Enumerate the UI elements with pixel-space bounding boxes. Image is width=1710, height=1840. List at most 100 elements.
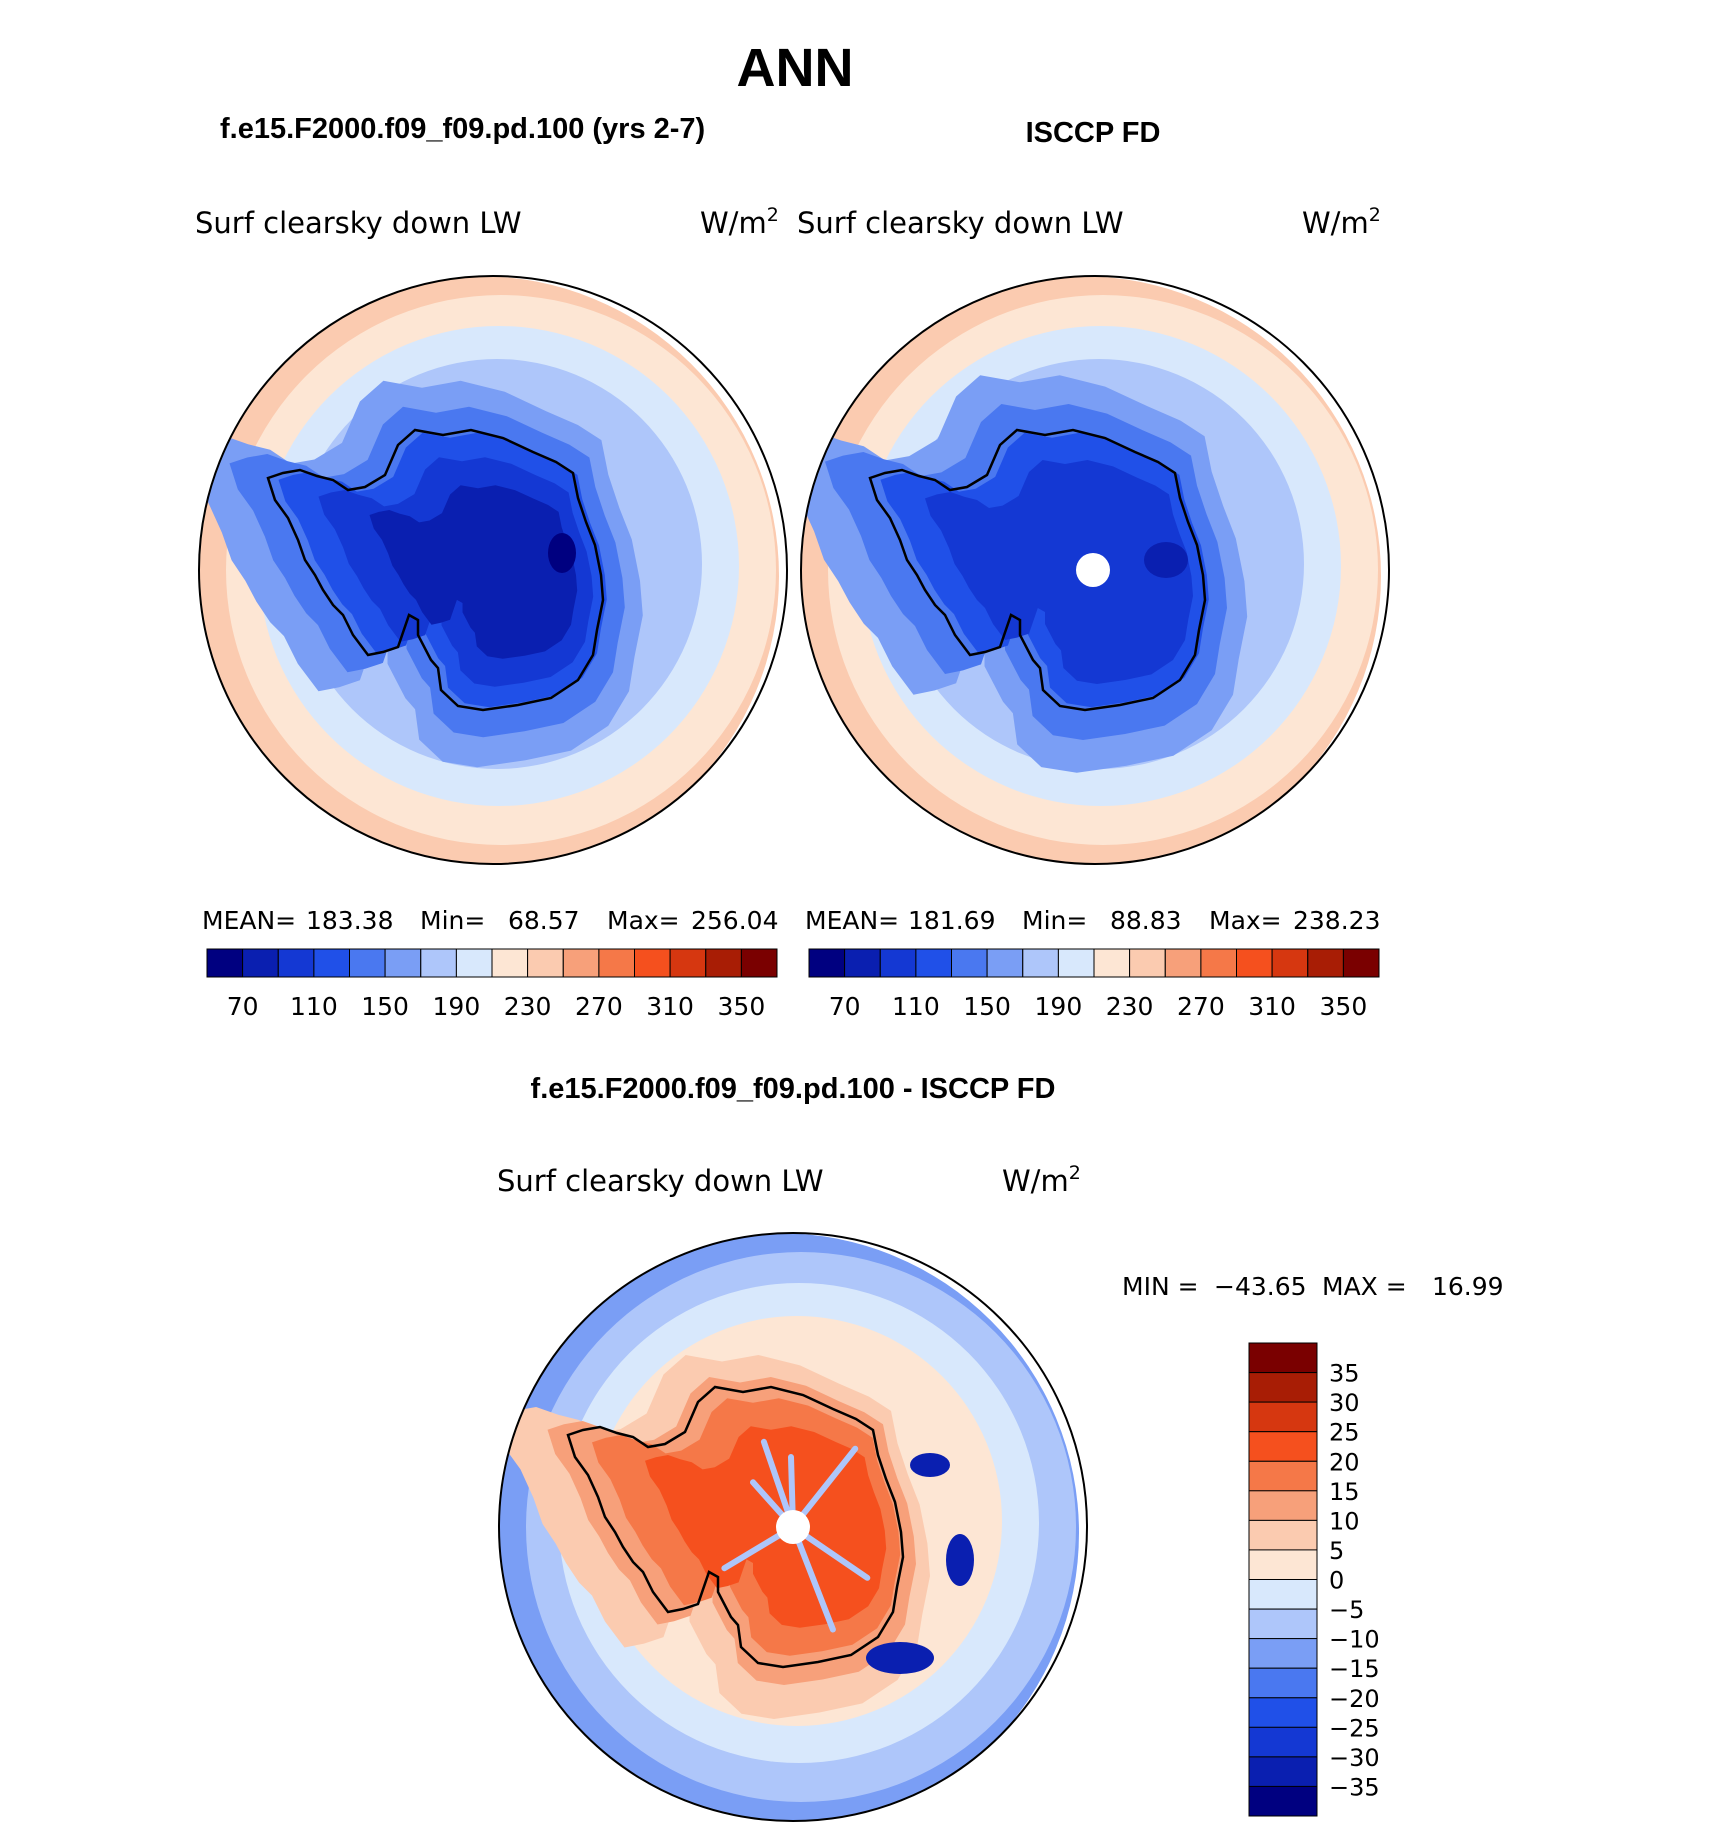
colorbar-tick-label: 0: [1329, 1567, 1344, 1595]
panel-b-max-value: 238.23: [1293, 906, 1380, 935]
panel-a-case-title: f.e15.F2000.f09_f09.pd.100 (yrs 2-7): [220, 113, 705, 145]
colorbar-tick-label: 310: [1248, 992, 1296, 1021]
colorbar-swatch: [1248, 1785, 1318, 1817]
colorbar-tick-label: −20: [1329, 1685, 1380, 1713]
colorbar-swatch: [527, 948, 564, 978]
colorbar-swatch: [1271, 948, 1309, 978]
figure-title: ANN: [737, 38, 854, 98]
colorbar-swatch: [844, 948, 881, 978]
colorbar-swatch: [879, 948, 917, 978]
colorbar-tick-label: 270: [575, 992, 623, 1021]
colorbar-tick-label: 150: [361, 992, 409, 1021]
panel-a-min-label: Min=: [420, 906, 485, 935]
colorbar-tick-label: 310: [646, 992, 694, 1021]
map-a-border: [198, 275, 788, 865]
contour-band: [866, 1642, 934, 1674]
colorbar-swatch: [242, 948, 279, 978]
colorbar-swatch: [1248, 1579, 1318, 1610]
contour-band: [369, 485, 578, 659]
colorbar-swatch: [740, 948, 778, 978]
colorbar-tick-label: 270: [1177, 992, 1225, 1021]
colorbar-swatch: [1093, 948, 1131, 978]
contour-band: [925, 460, 1193, 684]
panel-b-max-label: Max=: [1209, 906, 1282, 935]
panel-a-max-label: Max=: [607, 906, 680, 935]
colorbar-swatch: [491, 948, 529, 978]
colorbar-tick-label: 30: [1329, 1389, 1360, 1417]
colorbar-swatch: [277, 948, 315, 978]
colorbar-tick-label: 150: [963, 992, 1011, 1021]
contour-band: [946, 1534, 974, 1586]
colorbar-swatch: [206, 948, 244, 978]
antarctica-coastline-a: [266, 428, 605, 712]
colorbar-swatch: [1342, 948, 1380, 978]
colorbar-swatch: [1307, 948, 1344, 978]
map-panel-c: [498, 1232, 1088, 1822]
panel-c-max-label: MAX =: [1322, 1272, 1407, 1301]
colorbar-swatch: [634, 948, 671, 978]
map-b-border: [800, 275, 1390, 865]
colorbar-tick-label: 25: [1329, 1419, 1360, 1447]
pole-hole-c: [776, 1510, 810, 1544]
colorbar-swatch: [1248, 1431, 1318, 1462]
colorbar-tick-label: 350: [1320, 992, 1368, 1021]
colorbar-swatch: [562, 948, 600, 978]
pole-hole-b: [1076, 553, 1110, 587]
panel-b-mean-label: MEAN=: [805, 906, 899, 935]
colorbar-tick-label: −35: [1329, 1773, 1380, 1801]
colorbar-tick-label: 5: [1329, 1537, 1344, 1565]
panel-a-units: W/m2: [700, 204, 779, 240]
panel-c-case-title: f.e15.F2000.f09_f09.pd.100 - ISCCP FD: [531, 1073, 1056, 1105]
colorbar-tick-label: 35: [1329, 1360, 1360, 1388]
contour-band: [790, 1524, 836, 1633]
panel-b-units: W/m2: [1302, 204, 1381, 240]
colorbar-swatch: [1022, 948, 1059, 978]
panel-a-min-value: 68.57: [508, 906, 580, 935]
colorbar-tick-label: 350: [718, 992, 766, 1021]
colorbar-tick-label: 10: [1329, 1507, 1360, 1535]
panel-b-case-title: ISCCP FD: [1026, 117, 1161, 149]
colorbar-tick-label: −10: [1329, 1626, 1380, 1654]
colorbar-tick-label: 190: [1035, 992, 1083, 1021]
colorbar-swatch: [951, 948, 988, 978]
colorbar-tick-label: 230: [504, 992, 552, 1021]
panel-b-mean-value: 181.69: [908, 906, 995, 935]
colorbar-swatch: [1248, 1638, 1318, 1669]
colorbar-swatch: [1248, 1608, 1318, 1640]
colorbar-swatch: [1248, 1726, 1318, 1758]
map-panel-b: [800, 275, 1390, 865]
panel-c-max-value: 16.99: [1432, 1272, 1504, 1301]
colorbar-swatch: [1248, 1549, 1318, 1581]
colorbar-swatch: [1248, 1401, 1318, 1433]
panel-b-min-label: Min=: [1022, 906, 1087, 935]
colorbar-tick-label: −5: [1329, 1596, 1364, 1624]
panel-c-variable-label: Surf clearsky down LW: [497, 1164, 824, 1198]
colorbar-swatch: [705, 948, 742, 978]
colorbar-swatch: [1248, 1372, 1318, 1403]
panel-a-variable-label: Surf clearsky down LW: [195, 206, 522, 240]
panel-c-min-label: MIN =: [1122, 1272, 1199, 1301]
colorbar-swatch: [420, 948, 457, 978]
colorbar-tick-label: 110: [290, 992, 338, 1021]
colorbar-swatch: [1248, 1460, 1318, 1492]
colorbar-tick-label: −25: [1329, 1714, 1380, 1742]
colorbar-swatch: [384, 948, 422, 978]
colorbar-swatch: [1248, 1756, 1318, 1788]
panel-b-variable-label: Surf clearsky down LW: [797, 206, 1124, 240]
colorbar-tick-label: 15: [1329, 1478, 1360, 1506]
colorbar-swatch: [1248, 1697, 1318, 1728]
panel-c-min-value: −43.65: [1214, 1272, 1307, 1301]
colorbar-tick-label: 190: [433, 992, 481, 1021]
colorbar-tick-label: −15: [1329, 1655, 1380, 1683]
colorbar-tick-label: 20: [1329, 1448, 1360, 1476]
map-a-contours: [199, 276, 779, 864]
colorbar-a: 70 110 150 190 230 270 310 350: [206, 948, 778, 1021]
contour-band: [910, 1453, 950, 1477]
colorbar-swatch: [1248, 1519, 1318, 1551]
antarctica-coastline-c: [566, 1385, 905, 1669]
panel-a-mean-value: 183.38: [306, 906, 393, 935]
colorbar-swatch: [1200, 948, 1238, 978]
colorbar-tick-label: 70: [829, 992, 861, 1021]
